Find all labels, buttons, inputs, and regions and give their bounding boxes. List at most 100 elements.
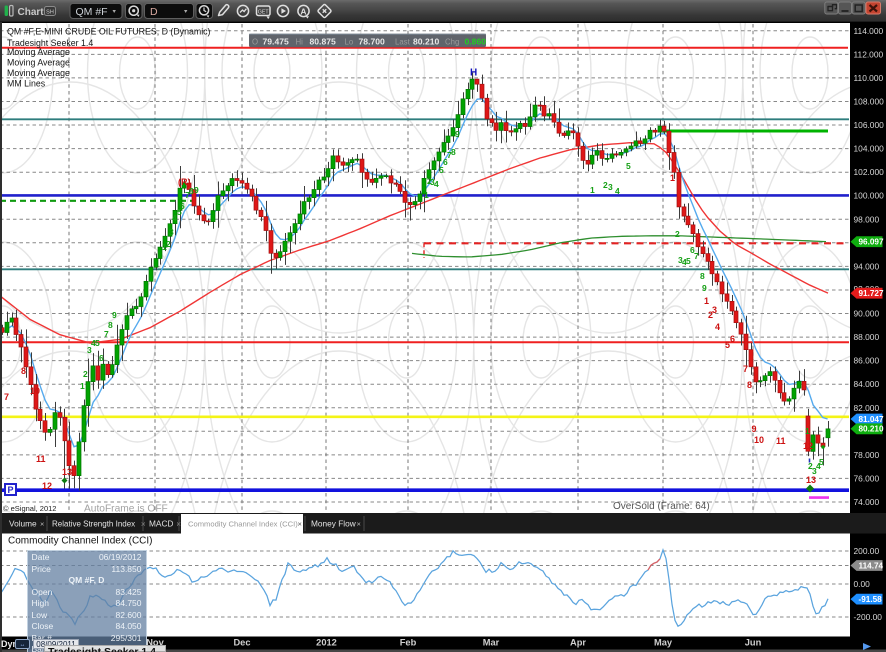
- svg-text:102.000: 102.000: [854, 167, 885, 177]
- svg-text:MM Lines: MM Lines: [7, 79, 46, 89]
- svg-text:6: 6: [690, 245, 695, 255]
- svg-text:108.000: 108.000: [854, 97, 885, 107]
- svg-text:Apr: Apr: [570, 638, 586, 648]
- svg-text:O: O: [252, 37, 258, 46]
- svg-text:-91.58: -91.58: [859, 595, 883, 604]
- svg-text:9: 9: [752, 424, 757, 434]
- svg-text:13: 13: [62, 467, 72, 477]
- svg-text:3: 3: [608, 182, 613, 192]
- svg-text:Moving Average: Moving Average: [7, 47, 70, 57]
- svg-text:9: 9: [455, 129, 460, 139]
- svg-text:8: 8: [21, 366, 26, 376]
- svg-text:5: 5: [626, 161, 631, 171]
- svg-text:3: 3: [430, 177, 435, 187]
- svg-text:×: ×: [357, 520, 361, 529]
- svg-text:3: 3: [87, 345, 92, 355]
- svg-text:4: 4: [715, 322, 720, 332]
- svg-text:2012: 2012: [316, 638, 337, 648]
- svg-text:84.000: 84.000: [854, 379, 880, 389]
- svg-text:2: 2: [675, 229, 680, 239]
- svg-text:76.000: 76.000: [854, 473, 880, 483]
- svg-text:7: 7: [104, 329, 109, 339]
- svg-text:74.000: 74.000: [854, 497, 880, 507]
- svg-text:8: 8: [451, 147, 456, 157]
- svg-text:1: 1: [670, 173, 675, 183]
- svg-text:GET: GET: [258, 9, 269, 15]
- svg-text:0.00: 0.00: [854, 579, 871, 589]
- svg-text:4: 4: [682, 257, 687, 267]
- svg-text:6: 6: [443, 157, 448, 167]
- svg-text:Hi: Hi: [296, 37, 304, 46]
- svg-text:2: 2: [708, 310, 713, 320]
- svg-text:Commodity Channel Index (CCI): Commodity Channel Index (CCI): [8, 536, 153, 547]
- svg-text:6: 6: [730, 334, 735, 344]
- svg-text:H: H: [470, 68, 477, 79]
- svg-text:© eSignal, 2012: © eSignal, 2012: [3, 504, 56, 513]
- svg-text:79.475: 79.475: [263, 36, 290, 46]
- svg-text:1: 1: [590, 185, 595, 195]
- svg-text:-200.00: -200.00: [854, 612, 883, 622]
- svg-text:1: 1: [424, 190, 429, 200]
- svg-text:QM #F,E-MINI CRUDE OIL FUTURES: QM #F,E-MINI CRUDE OIL FUTURES, D (Dynam…: [7, 26, 211, 36]
- svg-text:2: 2: [603, 180, 608, 190]
- svg-text:3: 3: [678, 255, 683, 265]
- svg-text:May: May: [654, 638, 673, 648]
- svg-text:82.000: 82.000: [854, 403, 880, 413]
- svg-text:88.000: 88.000: [854, 332, 880, 342]
- svg-text:94.000: 94.000: [854, 261, 880, 271]
- svg-text:2: 2: [166, 239, 171, 249]
- svg-text:5: 5: [177, 207, 182, 217]
- svg-text:×: ×: [298, 520, 302, 529]
- svg-text:78.000: 78.000: [854, 450, 880, 460]
- svg-text:98.000: 98.000: [854, 214, 880, 224]
- svg-text:7: 7: [447, 150, 452, 160]
- svg-text:96.097: 96.097: [859, 238, 884, 247]
- svg-text:6: 6: [180, 201, 185, 211]
- svg-text:5: 5: [819, 457, 824, 467]
- svg-text:13: 13: [806, 475, 816, 485]
- svg-text:2: 2: [427, 176, 432, 186]
- svg-text:9: 9: [194, 185, 199, 195]
- svg-text:12: 12: [42, 481, 52, 491]
- svg-text:78.700: 78.700: [359, 36, 386, 46]
- svg-text:5: 5: [686, 256, 691, 266]
- svg-text:Dec: Dec: [233, 638, 250, 648]
- svg-text:Commodity Channel Index (CCI): Commodity Channel Index (CCI): [188, 520, 298, 529]
- svg-text:Last: Last: [395, 37, 411, 46]
- svg-text:6: 6: [99, 353, 104, 363]
- svg-text:80.210: 80.210: [413, 36, 440, 46]
- svg-text:8: 8: [108, 320, 113, 330]
- svg-text:114.74: 114.74: [859, 561, 884, 570]
- svg-text:9: 9: [112, 310, 117, 320]
- svg-text:8: 8: [700, 271, 705, 281]
- svg-text:3: 3: [812, 466, 817, 476]
- svg-text:2: 2: [83, 369, 88, 379]
- svg-text:0.860: 0.860: [465, 36, 487, 46]
- svg-text:80.210: 80.210: [859, 425, 884, 434]
- svg-text:Chg: Chg: [445, 37, 459, 46]
- svg-text:1: 1: [805, 426, 810, 436]
- svg-text:1: 1: [162, 242, 167, 252]
- svg-text:×: ×: [40, 520, 44, 529]
- svg-text:5: 5: [439, 165, 444, 175]
- svg-text:QM #F: QM #F: [76, 6, 108, 18]
- svg-text:100.000: 100.000: [854, 191, 885, 201]
- svg-text:4: 4: [172, 213, 177, 223]
- svg-text:11: 11: [776, 436, 786, 446]
- svg-text:80.875: 80.875: [310, 36, 337, 46]
- svg-text:3: 3: [169, 227, 174, 237]
- svg-text:D: D: [150, 6, 158, 18]
- svg-text:4: 4: [91, 338, 96, 348]
- svg-text:10: 10: [30, 386, 40, 396]
- svg-text:A: A: [300, 6, 306, 16]
- svg-text:OverSold (Frame: 64): OverSold (Frame: 64): [613, 501, 710, 512]
- svg-text:Money Flow: Money Flow: [311, 519, 357, 529]
- svg-text:81.047: 81.047: [859, 415, 884, 424]
- svg-text:10: 10: [754, 435, 764, 445]
- svg-text:Relative Strength Index: Relative Strength Index: [52, 520, 135, 529]
- svg-text:3: 3: [712, 305, 717, 315]
- svg-text:Tradesight Seeker 1.4: Tradesight Seeker 1.4: [7, 38, 93, 48]
- svg-text:AutoFrame is OFF: AutoFrame is OFF: [84, 504, 168, 515]
- svg-text:86.000: 86.000: [854, 356, 880, 366]
- svg-text:112.000: 112.000: [854, 49, 884, 59]
